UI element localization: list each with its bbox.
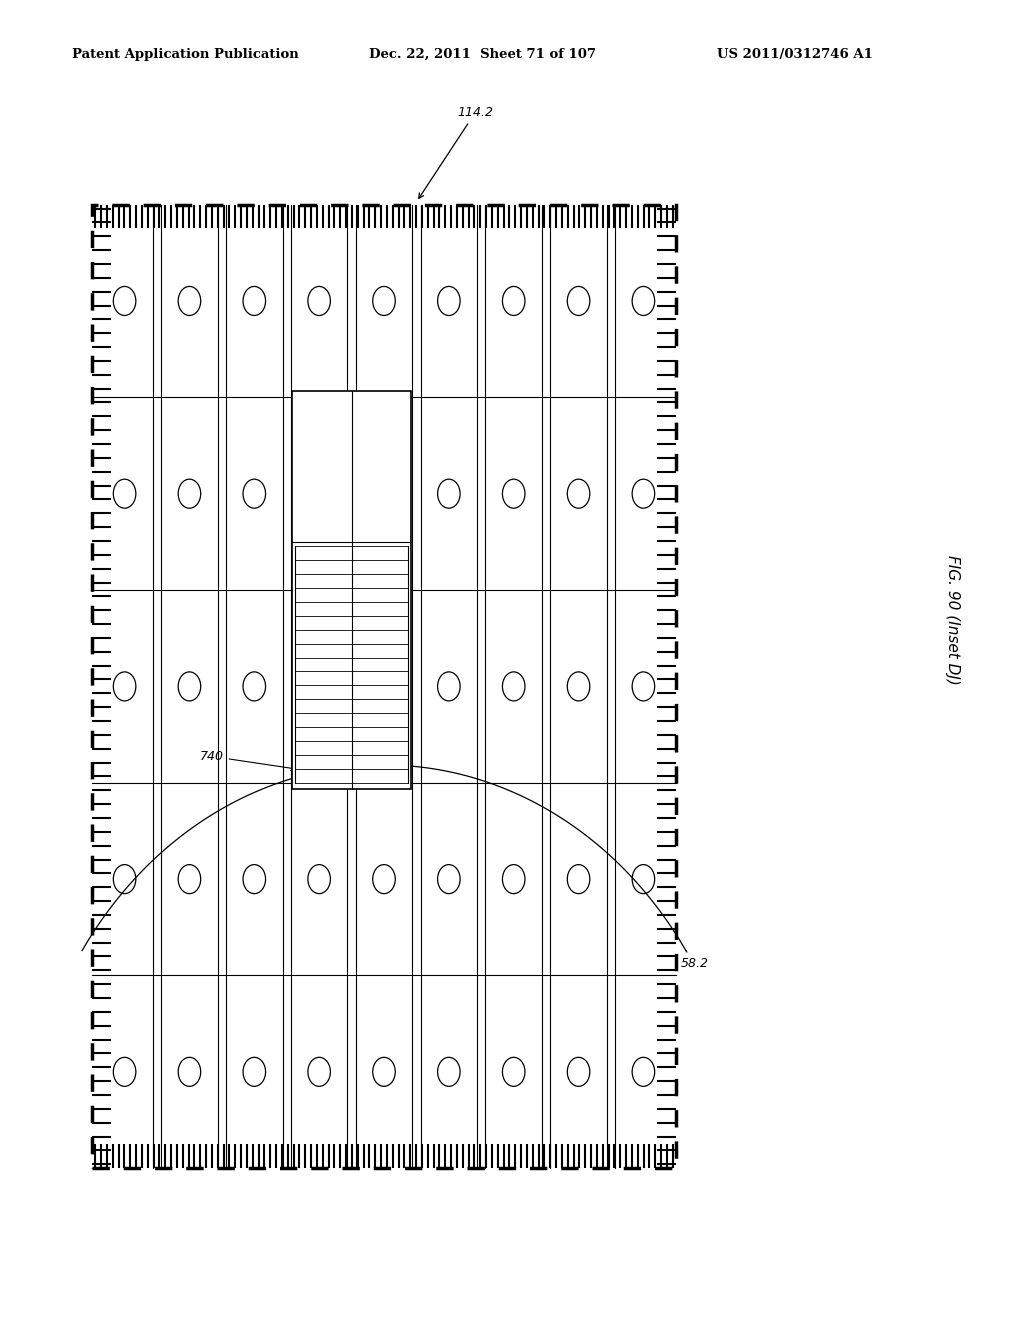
Text: FIG. 90 (Inset DJ): FIG. 90 (Inset DJ): [945, 556, 959, 685]
Text: 114.2: 114.2: [419, 106, 494, 198]
Text: 740: 740: [200, 750, 296, 771]
Bar: [92, 205, 676, 1168]
Text: US 2011/0312746 A1: US 2011/0312746 A1: [717, 48, 872, 61]
Text: Dec. 22, 2011  Sheet 71 of 107: Dec. 22, 2011 Sheet 71 of 107: [369, 48, 596, 61]
Text: 58.2: 58.2: [681, 950, 709, 970]
Bar: [292, 391, 412, 789]
Text: Patent Application Publication: Patent Application Publication: [72, 48, 298, 61]
